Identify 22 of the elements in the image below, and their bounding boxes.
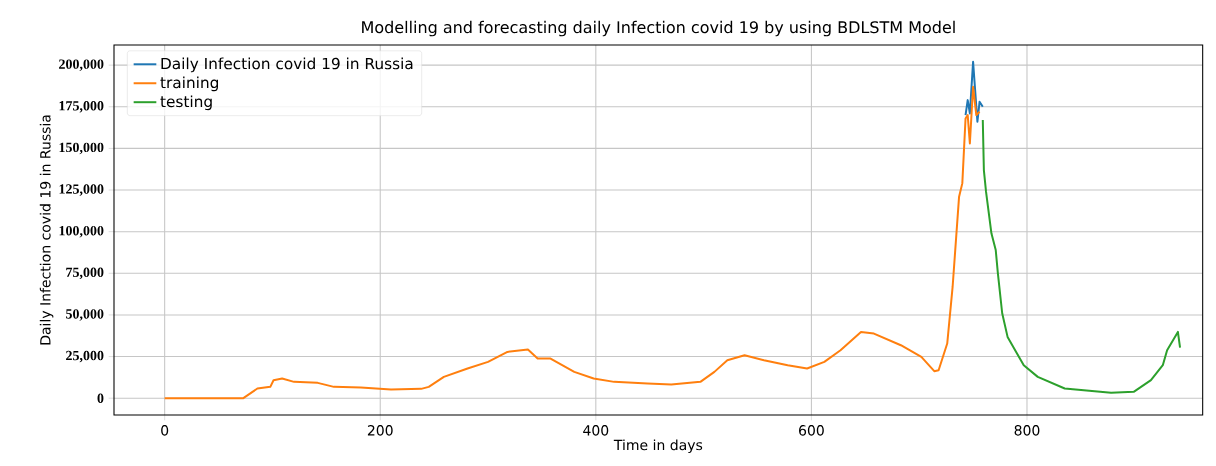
y-tick-label: 175,000 xyxy=(59,101,104,113)
legend-label: training xyxy=(160,76,218,92)
line-series xyxy=(981,119,1182,394)
x-tick-label: 600 xyxy=(799,425,824,436)
y-tick-label: 100,000 xyxy=(59,225,104,238)
y-tick-label: 25,000 xyxy=(66,350,104,363)
x-axis-title: Time in days xyxy=(613,439,703,453)
y-tick-label: 75,000 xyxy=(66,267,104,280)
x-tick-label: 800 xyxy=(1014,425,1040,436)
y-tick-label: 0 xyxy=(97,393,104,403)
y-tick-label: 200,000 xyxy=(59,59,104,71)
x-tick-label: 0 xyxy=(161,425,169,436)
legend-label: Daily Infection covid 19 in Russia xyxy=(161,57,413,73)
chart-title: Modelling and forecasting daily Infection covid 19 by using BDLSTM Model xyxy=(362,20,955,37)
y-axis-title: Daily Infection covid 19 in Russia xyxy=(39,115,54,345)
y-tick-label: 150,000 xyxy=(59,142,104,155)
x-tick-label: 400 xyxy=(583,425,609,436)
y-tick-label: 50,000 xyxy=(66,309,104,321)
line-series xyxy=(964,60,984,123)
legend-label: testing xyxy=(160,95,212,111)
x-tick-label: 200 xyxy=(367,425,393,436)
y-tick-label: 125,000 xyxy=(59,184,104,196)
